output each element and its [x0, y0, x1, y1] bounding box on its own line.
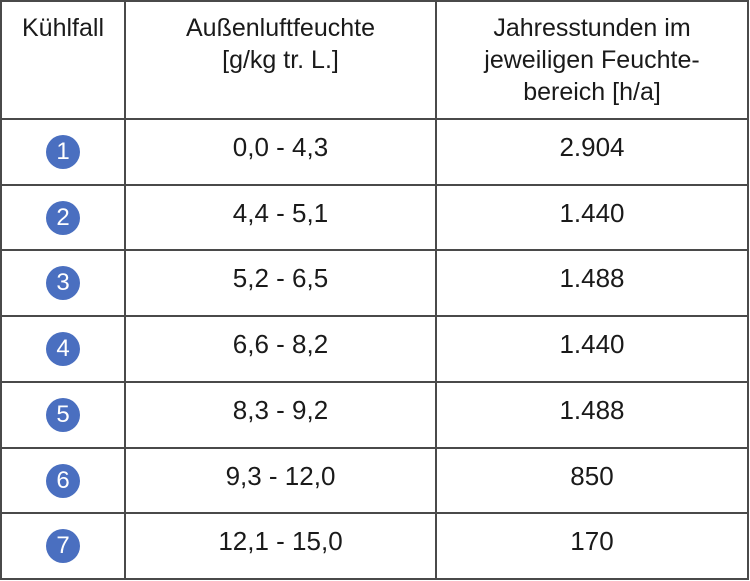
header-line: Kühlfall [22, 14, 104, 42]
header-cooling-case: Kühlfall [0, 0, 126, 120]
cell-humidity: 6,6 - 8,2 [124, 315, 437, 383]
header-annual-hours: Jahresstunden im jeweiligen Feuchte- ber… [435, 0, 749, 120]
cell-hours: 850 [435, 446, 749, 515]
cell-case: 3 [0, 249, 126, 318]
case-number-badge: 5 [46, 397, 80, 432]
cell-humidity: 9,3 - 12,0 [124, 446, 437, 515]
case-number-badge: 6 [46, 463, 80, 498]
cell-hours: 1.488 [435, 380, 749, 449]
case-number-badge: 4 [46, 332, 80, 367]
cell-hours: 170 [435, 512, 749, 580]
cell-hours: 2.904 [435, 118, 749, 186]
case-number-badge: 7 [46, 529, 80, 564]
header-line: jeweiligen Feuchte- [484, 46, 700, 74]
case-number-badge: 2 [46, 200, 80, 235]
cell-case: 1 [0, 118, 126, 186]
cell-case: 7 [0, 512, 126, 580]
header-line: Jahresstunden im [493, 14, 691, 42]
cell-case: 6 [0, 446, 126, 515]
header-row: Kühlfall Außenluftfeuchte [g/kg tr. L.] … [0, 0, 749, 120]
table-row: 6 9,3 - 12,0 850 [0, 446, 749, 515]
cell-humidity: 5,2 - 6,5 [124, 249, 437, 318]
cell-hours: 1.440 [435, 315, 749, 383]
cell-case: 4 [0, 315, 126, 383]
table-row: 3 5,2 - 6,5 1.488 [0, 249, 749, 318]
cell-case: 5 [0, 380, 126, 449]
case-number-badge: 1 [46, 135, 80, 169]
cell-humidity: 4,4 - 5,1 [124, 183, 437, 252]
header-outdoor-humidity: Außenluftfeuchte [g/kg tr. L.] [124, 0, 437, 120]
cell-humidity: 12,1 - 15,0 [124, 512, 437, 580]
case-number-badge: 3 [46, 266, 80, 301]
table-row: 2 4,4 - 5,1 1.440 [0, 183, 749, 252]
cell-humidity: 8,3 - 9,2 [124, 380, 437, 449]
cell-hours: 1.440 [435, 183, 749, 252]
header-line: Außenluftfeuchte [185, 14, 375, 42]
cell-hours: 1.488 [435, 249, 749, 318]
table-row: 5 8,3 - 9,2 1.488 [0, 380, 749, 449]
cell-humidity: 0,0 - 4,3 [124, 118, 437, 186]
table-row: 7 12,1 - 15,0 170 [0, 512, 749, 580]
table-row: 4 6,6 - 8,2 1.440 [0, 315, 749, 383]
header-line: [g/kg tr. L.] [222, 46, 339, 74]
cell-case: 2 [0, 183, 126, 252]
header-line: bereich [h/a] [523, 78, 661, 106]
table-row: 1 0,0 - 4,3 2.904 [0, 118, 749, 186]
